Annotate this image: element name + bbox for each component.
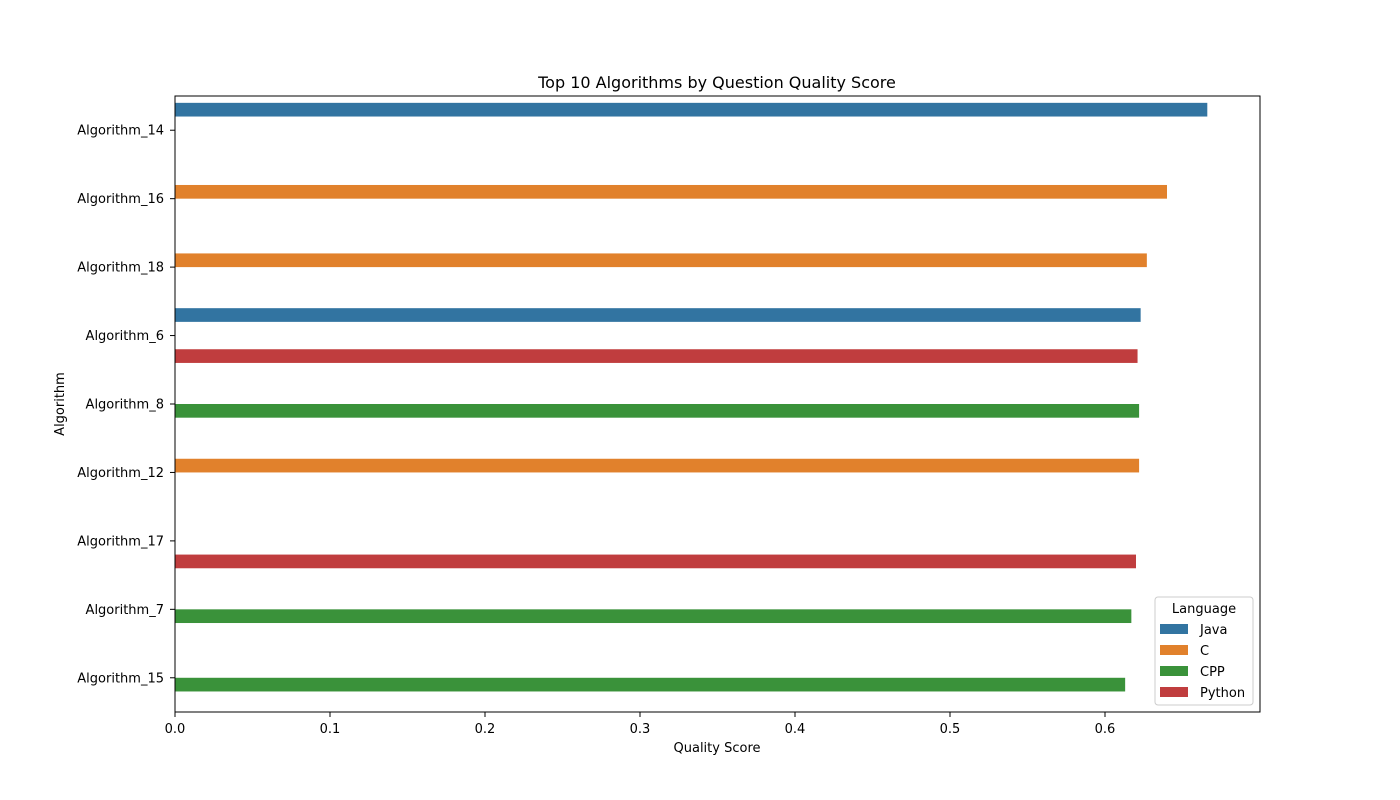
x-tick-label: 0.6 bbox=[1095, 722, 1116, 737]
y-axis-title: Algorithm bbox=[53, 372, 68, 436]
y-tick-label: Algorithm_8 bbox=[86, 398, 164, 413]
bar-cpp-algorithm_15 bbox=[175, 677, 1126, 692]
bar-c-algorithm_12 bbox=[175, 458, 1140, 473]
x-tick-label: 0.5 bbox=[940, 722, 961, 737]
legend-label-python: Python bbox=[1200, 686, 1245, 701]
x-axis-title: Quality Score bbox=[674, 741, 761, 756]
chart-title: Top 10 Algorithms by Question Quality Sc… bbox=[537, 73, 896, 92]
plot-frame bbox=[174, 95, 1261, 713]
legend: Language Java C CPP Python bbox=[1154, 596, 1254, 706]
y-tick-label: Algorithm_12 bbox=[77, 466, 164, 481]
bar-c-algorithm_18 bbox=[175, 253, 1147, 268]
bar-cpp-algorithm_8 bbox=[175, 404, 1140, 418]
legend-items: Java C CPP Python bbox=[1160, 623, 1245, 701]
legend-label-cpp: CPP bbox=[1200, 665, 1225, 680]
legend-title: Language bbox=[1172, 602, 1236, 617]
legend-swatch-cpp bbox=[1160, 666, 1188, 676]
y-ticks-layer: Algorithm_14 Algorithm_16 Algorithm_18 Algo… bbox=[77, 124, 175, 686]
legend-swatch-c bbox=[1160, 645, 1188, 655]
legend-swatch-python bbox=[1160, 687, 1188, 697]
y-tick-label: Algorithm_14 bbox=[77, 124, 164, 139]
y-tick-label: Algorithm_17 bbox=[77, 534, 164, 549]
x-tick-label: 0.2 bbox=[475, 722, 496, 737]
y-tick-label: Algorithm_16 bbox=[77, 192, 164, 207]
bar-python-algorithm_17 bbox=[175, 554, 1136, 569]
bar-java-algorithm_6 bbox=[175, 308, 1141, 322]
bar-python-algorithm_6 bbox=[175, 349, 1138, 363]
y-tick-label: Algorithm_18 bbox=[77, 261, 164, 276]
bar-java-algorithm_14 bbox=[175, 102, 1208, 117]
bar-c-algorithm_16 bbox=[175, 184, 1167, 199]
legend-label-c: C bbox=[1200, 644, 1209, 659]
x-ticks-layer: 0.0 0.1 0.2 0.3 0.4 0.5 0.6 bbox=[165, 712, 1116, 737]
x-tick-label: 0.1 bbox=[320, 722, 341, 737]
x-tick-label: 0.4 bbox=[785, 722, 806, 737]
bars-layer bbox=[175, 102, 1208, 692]
y-tick-label: Algorithm_15 bbox=[77, 671, 164, 686]
x-tick-label: 0.0 bbox=[165, 722, 186, 737]
legend-swatch-java bbox=[1160, 624, 1188, 634]
y-tick-label: Algorithm_7 bbox=[86, 603, 164, 618]
y-tick-label: Algorithm_6 bbox=[86, 329, 164, 344]
bar-cpp-algorithm_7 bbox=[175, 609, 1132, 624]
x-tick-label: 0.3 bbox=[630, 722, 651, 737]
legend-label-java: Java bbox=[1199, 623, 1227, 638]
